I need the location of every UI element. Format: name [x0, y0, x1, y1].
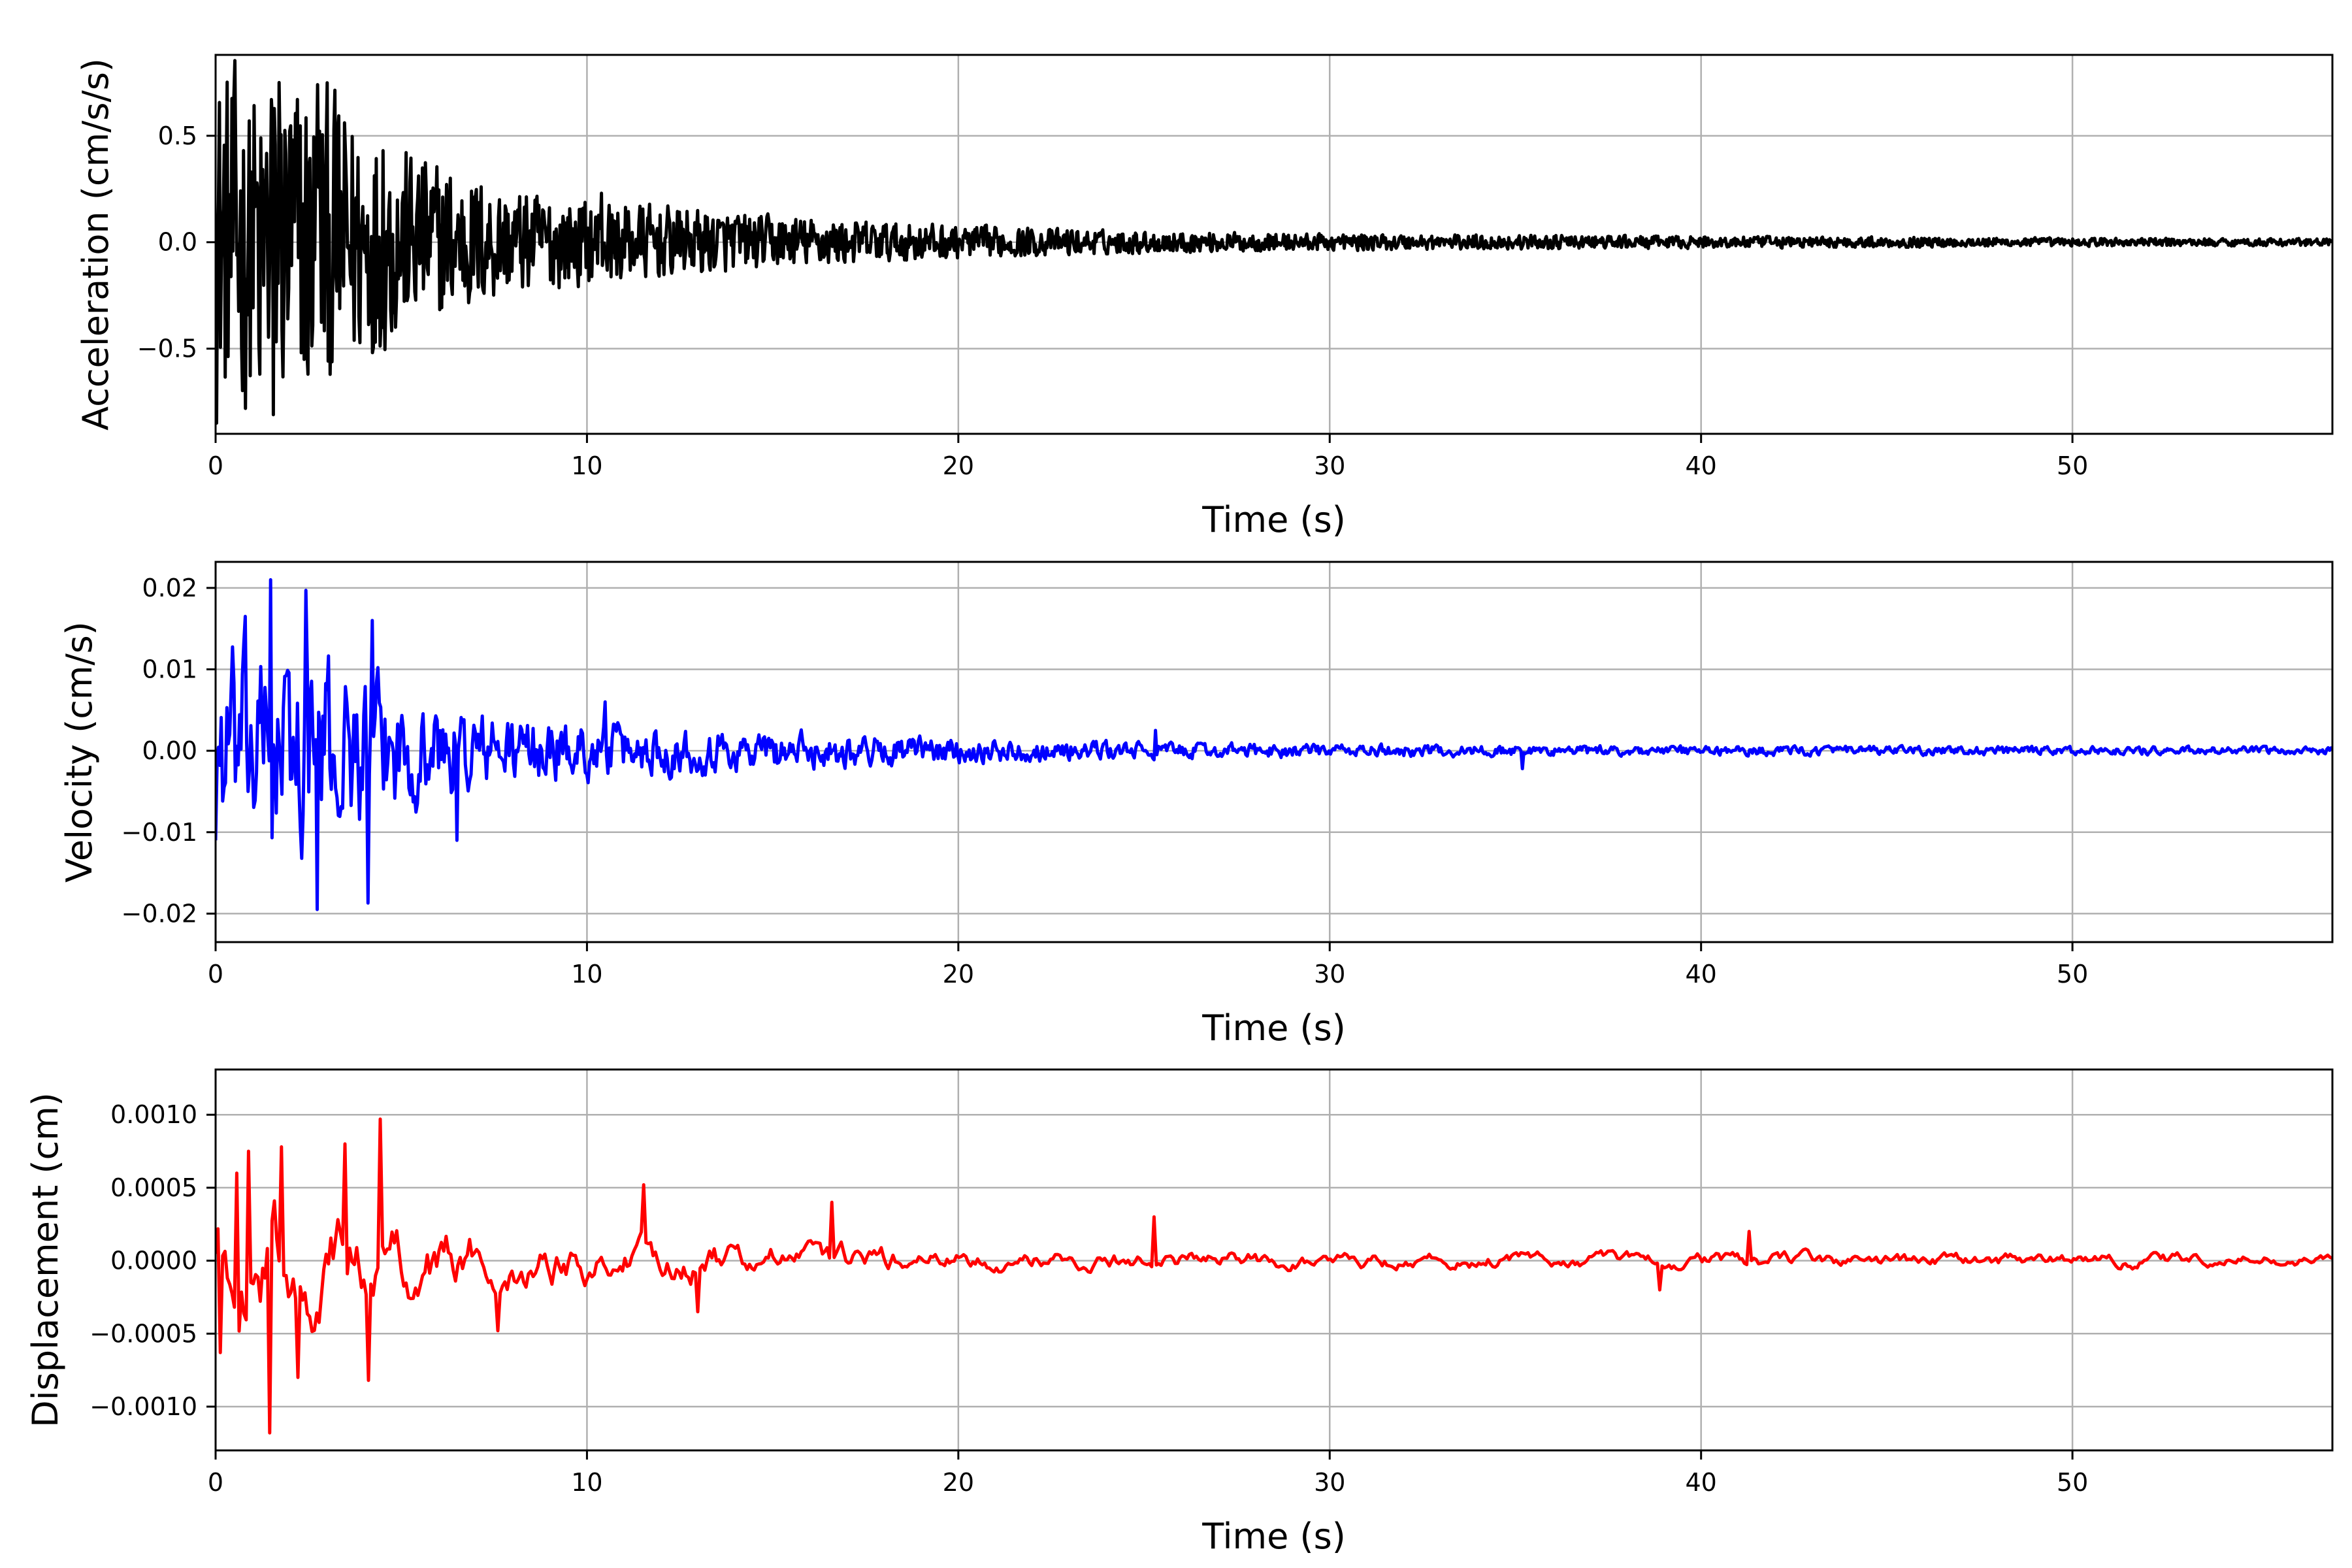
displacement-y-tick-label: 0.0005 [110, 1173, 197, 1202]
velocity-x-tick-label: 50 [2057, 960, 2088, 988]
velocity-y-tick-label: −0.01 [122, 818, 197, 847]
displacement-x-tick-label: 40 [1686, 1468, 1717, 1497]
displacement-y-tick-label: −0.0005 [90, 1319, 197, 1348]
velocity-x-tick-label: 0 [208, 960, 223, 988]
acceleration-y-axis-label: Acceleration (cm/s/s) [75, 58, 116, 431]
displacement-x-axis-label: Time (s) [1201, 1516, 1346, 1557]
acceleration-panel: 0 10 20 30 40 50 −0.5 0.0 0.5 Time (s) Acceleratio… [75, 54, 2334, 540]
velocity-x-axis-label: Time (s) [1201, 1007, 1346, 1049]
acceleration-x-tick-label: 20 [943, 451, 974, 480]
acceleration-y-tick-label: 0.5 [158, 122, 197, 150]
acceleration-x-tick-label: 40 [1686, 451, 1717, 480]
displacement-x-tick-label: 20 [943, 1468, 974, 1497]
displacement-x-tick-label: 30 [1314, 1468, 1345, 1497]
acceleration-plot-frame [214, 54, 2334, 435]
velocity-x-tick-label: 20 [943, 960, 974, 988]
acceleration-y-tick-label: 0.0 [158, 228, 197, 257]
velocity-series-line [216, 578, 2332, 911]
acceleration-series-line [216, 59, 2332, 425]
velocity-plot-frame [214, 561, 2334, 943]
acceleration-x-tick-label: 10 [571, 451, 602, 480]
velocity-x-tick-label: 10 [571, 960, 602, 988]
displacement-y-axis-label: Displacement (cm) [25, 1092, 66, 1428]
displacement-x-tick-label: 0 [208, 1468, 223, 1497]
displacement-x-tick-label: 50 [2057, 1468, 2088, 1497]
velocity-x-tick-label: 30 [1314, 960, 1345, 988]
acceleration-x-tick-label: 30 [1314, 451, 1345, 480]
velocity-x-tick-label: 40 [1686, 960, 1717, 988]
acceleration-x-tick-label: 50 [2057, 451, 2088, 480]
acceleration-x-axis-label: Time (s) [1201, 499, 1346, 540]
displacement-y-tick-label: 0.0010 [110, 1100, 197, 1129]
velocity-y-tick-label: 0.01 [142, 655, 197, 684]
displacement-y-tick-label: 0.0000 [110, 1247, 197, 1275]
displacement-panel: 0 10 20 30 40 50 −0.0010 −0.0005 0.0000 0.0005 0.0… [25, 1068, 2334, 1557]
displacement-y-tick-label: −0.0010 [90, 1392, 197, 1421]
displacement-x-tick-label: 10 [571, 1468, 602, 1497]
acceleration-y-tick-label: −0.5 [137, 335, 197, 363]
displacement-series-line [216, 1117, 2332, 1435]
acceleration-x-tick-label: 0 [208, 451, 223, 480]
velocity-y-axis-label: Velocity (cm/s) [59, 621, 100, 883]
velocity-panel: 0 10 20 30 40 50 −0.02 −0.01 0.00 0.01 0.02 Time (s… [59, 561, 2334, 1049]
velocity-y-tick-label: 0.02 [142, 574, 197, 602]
velocity-y-tick-label: −0.02 [122, 899, 197, 928]
velocity-y-tick-label: 0.00 [142, 736, 197, 765]
